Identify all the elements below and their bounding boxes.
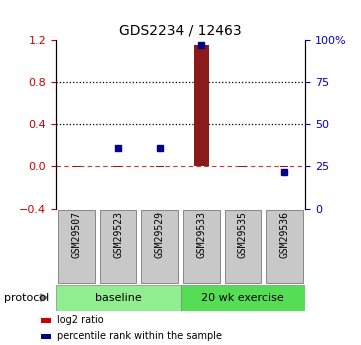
Bar [183,210,219,283]
Text: GSM29535: GSM29535 [238,211,248,258]
Text: GSM29507: GSM29507 [72,211,82,258]
Bar [239,166,247,167]
Text: log2 ratio: log2 ratio [57,315,103,325]
Title: GDS2234 / 12463: GDS2234 / 12463 [119,23,242,37]
Text: percentile rank within the sample: percentile rank within the sample [57,331,222,341]
Text: 20 wk exercise: 20 wk exercise [201,293,284,303]
Text: baseline: baseline [95,293,142,303]
Bar [142,210,178,283]
Text: GSM29523: GSM29523 [113,211,123,258]
Bar [180,285,305,310]
Bar [58,210,95,283]
Bar [156,166,164,167]
Bar [73,166,81,167]
Text: protocol: protocol [4,293,49,303]
Bar [56,285,180,310]
Bar [266,210,303,283]
Text: GSM29536: GSM29536 [279,211,289,258]
Bar [114,166,122,167]
Bar [225,210,261,283]
Text: GSM29529: GSM29529 [155,211,165,258]
Bar [40,334,51,339]
Bar [194,45,209,167]
Bar [100,210,136,283]
Text: GSM29533: GSM29533 [196,211,206,258]
Bar [280,166,288,167]
Bar [40,318,51,323]
